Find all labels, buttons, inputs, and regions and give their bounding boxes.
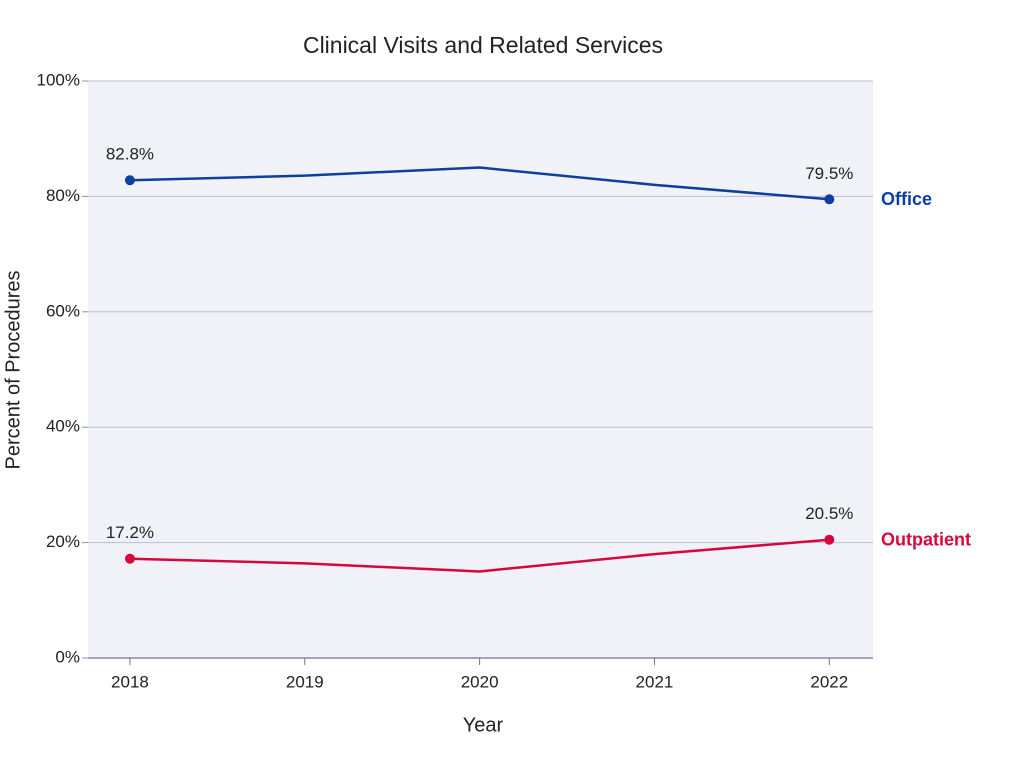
series-line: [129, 166, 830, 201]
y-tick-label: 80%: [46, 186, 80, 205]
data-label: 82.8%: [106, 145, 154, 164]
y-tick-label: 0%: [55, 647, 80, 666]
data-point: [124, 175, 135, 186]
data-label: 79.5%: [805, 164, 853, 183]
y-tick-label: 20%: [46, 532, 80, 551]
data-point: [824, 534, 835, 545]
chart-title: Clinical Visits and Related Services: [303, 32, 663, 58]
legend-label: Outpatient: [881, 529, 971, 549]
x-axis-title: Year: [463, 714, 504, 736]
y-tick-label: 100%: [37, 70, 80, 89]
x-tick-label: 2018: [111, 672, 149, 691]
data-label: 17.2%: [106, 523, 154, 542]
y-tick-label: 60%: [46, 301, 80, 320]
legend-label: Office: [881, 189, 932, 209]
y-tick-label: 40%: [46, 417, 80, 436]
x-tick-label: 2021: [636, 672, 674, 691]
data-point: [824, 194, 835, 205]
series-line: [129, 538, 830, 573]
data-point: [124, 553, 135, 564]
y-axis-title: Percent of Procedures: [2, 271, 24, 470]
x-tick-label: 2019: [286, 672, 324, 691]
x-tick-label: 2022: [810, 672, 848, 691]
data-label: 20.5%: [805, 504, 853, 523]
x-tick-label: 2020: [461, 672, 499, 691]
